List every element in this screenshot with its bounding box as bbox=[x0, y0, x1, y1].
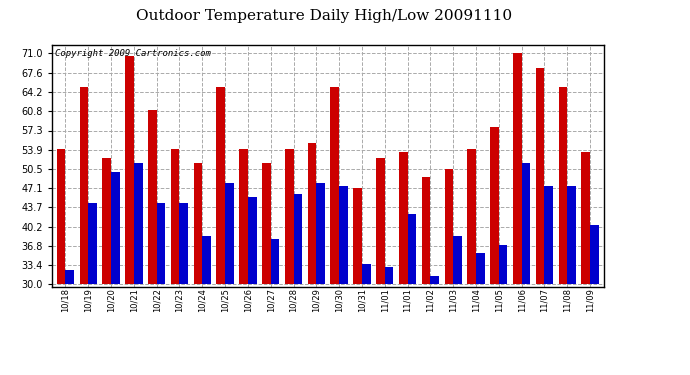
Bar bbox=[217, 87, 225, 284]
Bar bbox=[467, 149, 476, 284]
Bar bbox=[102, 158, 111, 284]
Bar bbox=[522, 163, 531, 284]
Bar bbox=[134, 163, 143, 284]
Bar bbox=[339, 186, 348, 284]
Bar bbox=[171, 149, 179, 284]
Bar bbox=[293, 194, 302, 284]
Bar bbox=[239, 149, 248, 284]
Text: Outdoor Temperature Daily High/Low 20091110: Outdoor Temperature Daily High/Low 20091… bbox=[136, 9, 513, 23]
Bar bbox=[262, 163, 270, 284]
Bar bbox=[559, 87, 567, 284]
Bar bbox=[179, 202, 188, 284]
Bar bbox=[148, 110, 157, 284]
Bar bbox=[88, 202, 97, 284]
Bar bbox=[331, 87, 339, 284]
Bar bbox=[66, 270, 74, 284]
Bar bbox=[125, 56, 134, 284]
Bar bbox=[590, 225, 599, 284]
Bar bbox=[111, 172, 120, 284]
Bar bbox=[194, 163, 202, 284]
Bar bbox=[385, 267, 393, 284]
Bar bbox=[408, 214, 416, 284]
Bar bbox=[285, 149, 293, 284]
Bar bbox=[225, 183, 234, 284]
Bar bbox=[202, 236, 211, 284]
Bar bbox=[353, 188, 362, 284]
Bar bbox=[453, 236, 462, 284]
Bar bbox=[57, 149, 66, 284]
Bar bbox=[582, 152, 590, 284]
Text: Copyright 2009 Cartronics.com: Copyright 2009 Cartronics.com bbox=[55, 49, 210, 58]
Bar bbox=[79, 87, 88, 284]
Bar bbox=[270, 239, 279, 284]
Bar bbox=[513, 54, 522, 284]
Bar bbox=[535, 68, 544, 284]
Bar bbox=[157, 202, 166, 284]
Bar bbox=[376, 158, 385, 284]
Bar bbox=[422, 177, 431, 284]
Bar bbox=[316, 183, 325, 284]
Bar bbox=[544, 186, 553, 284]
Bar bbox=[499, 245, 507, 284]
Bar bbox=[567, 186, 576, 284]
Bar bbox=[248, 197, 257, 284]
Bar bbox=[399, 152, 408, 284]
Bar bbox=[362, 264, 371, 284]
Bar bbox=[431, 276, 439, 284]
Bar bbox=[490, 127, 499, 284]
Bar bbox=[308, 144, 316, 284]
Bar bbox=[444, 169, 453, 284]
Bar bbox=[476, 253, 484, 284]
